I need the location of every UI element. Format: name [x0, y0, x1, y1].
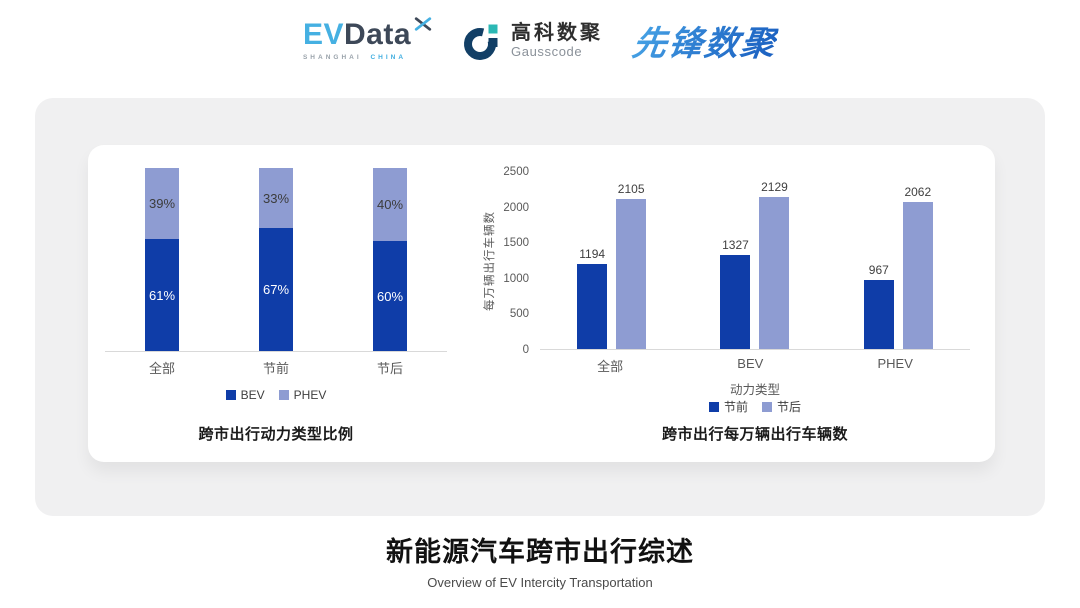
x-category-label: BEV [737, 356, 764, 371]
gausscode-cn-name: 高科数聚 [511, 21, 604, 44]
left-x-axis-labels: 全部 节前 节后 [105, 358, 447, 377]
x-category-label: 节前 [262, 361, 289, 376]
evdata-china-text: CHINA [370, 54, 407, 61]
bar-value-label: 2062 [904, 185, 932, 200]
bar-segment-bev: 67% [259, 228, 293, 351]
bar-value-label: 1327 [722, 237, 749, 252]
content-card: 39% 61% 33% 67% 40% 60% 全部 节前 节后 BEV PHEV 跨市出行动力… [35, 98, 1045, 516]
y-tick-label: 2000 [503, 201, 529, 214]
stacked-bar: 39% 61% [145, 168, 179, 351]
evdata-wordmark: EV Data [302, 17, 433, 51]
bar-节后: 2062 [902, 185, 933, 349]
page-title: 新能源汽车跨市出行综述 [386, 537, 694, 567]
y-tick-label: 2500 [503, 166, 529, 178]
legend-item-节前: 节前 [708, 398, 748, 415]
header-logos: EV Data SHANGHAI CHINA 高科数聚 Gausscode [0, 16, 1080, 65]
y-tick-label: 0 [522, 344, 529, 356]
bar-节后: 2129 [759, 180, 790, 349]
stacked-bar-plot: 39% 61% 33% 67% 40% 60% [105, 168, 447, 352]
legend-label: 节前 [723, 400, 748, 414]
bar-segment-phev: 33% [259, 168, 293, 229]
footer: 新能源汽车跨市出行综述 Overview of EV Intercity Tra… [0, 530, 1080, 590]
evdata-shanghai-text: SHANGHAI [302, 54, 362, 61]
stacked-bar: 33% 67% [259, 168, 293, 351]
right-x-axis-label: 动力类型 [729, 383, 780, 397]
legend-item-bev: BEV [225, 388, 265, 402]
bar-group-phev: 967 2062 [863, 185, 933, 349]
bar-value-label: 2129 [761, 180, 788, 195]
bar-value-label: 61% [148, 287, 176, 303]
bar-value-label: 60% [376, 288, 404, 304]
legend-label: BEV [240, 388, 265, 402]
bar-节前: 1194 [577, 247, 608, 349]
evdata-logo: EV Data SHANGHAI CHINA [302, 17, 433, 61]
y-tick-label: 1000 [503, 272, 529, 285]
grouped-bar-plot: 1194 2105 1327 2129 967 2062 [540, 172, 970, 350]
xianfeng-wordmark: 先锋数聚 [630, 16, 781, 65]
bar-group-全部: 1194 2105 [577, 182, 647, 349]
bar-segment-bev: 60% [373, 241, 407, 351]
legend-label: PHEV [293, 388, 327, 402]
bar-segment-phev: 39% [145, 168, 179, 240]
legend-swatch [225, 390, 236, 400]
gausscode-logo: 高科数聚 Gausscode [463, 21, 603, 61]
gausscode-text: 高科数聚 Gausscode [511, 22, 603, 60]
bar-value-label: 2105 [617, 182, 645, 197]
legend-swatch [708, 401, 719, 412]
evdata-data-text: Data [344, 18, 412, 51]
right-legend: 节前 节后 [540, 398, 970, 415]
bar-value-label: 67% [262, 282, 290, 298]
stacked-bar: 40% 60% [373, 168, 407, 351]
bar-value-label: 40% [376, 197, 404, 213]
legend-item-节后: 节后 [762, 398, 801, 415]
x-category-label: PHEV [877, 356, 913, 371]
bar-节前: 1327 [720, 238, 751, 349]
page-subtitle: Overview of EV Intercity Transportation [427, 575, 653, 590]
legend-swatch [278, 390, 289, 400]
bar-节后: 2105 [616, 182, 647, 349]
bar-group-bev: 1327 2129 [720, 180, 790, 349]
bar-value-label: 967 [868, 263, 889, 278]
bar-value-label: 1194 [579, 247, 606, 261]
legend-item-phev: PHEV [278, 388, 327, 402]
x-category-label: 全部 [148, 361, 175, 376]
stacked-bar-chart: 39% 61% 33% 67% 40% 60% 全部 节前 节后 BEV PHEV 跨市出行动力… [88, 145, 464, 462]
legend-swatch [762, 401, 772, 412]
y-tick-label: 500 [509, 308, 529, 321]
grouped-bar-chart: 每万辆出行车辆数 0 500 1000 1500 2000 2500 1194 2105 13… [463, 145, 995, 462]
right-chart-title: 跨市出行每万辆出行车辆数 [661, 426, 848, 443]
x-category-label: 节后 [376, 361, 403, 376]
xianfeng-logo: 先锋数聚 [630, 16, 779, 65]
evdata-subtitle: SHANGHAI CHINA [303, 54, 406, 61]
right-x-axis-labels: 全部 BEV PHEV [540, 356, 970, 375]
gausscode-en-name: Gausscode [511, 43, 583, 59]
left-chart-title: 跨市出行动力类型比例 [198, 426, 354, 443]
bar-segment-phev: 40% [373, 168, 407, 242]
charts-card: 39% 61% 33% 67% 40% 60% 全部 节前 节后 BEV PHEV 跨市出行动力… [88, 145, 995, 462]
bar-value-label: 33% [262, 190, 290, 206]
legend-label: 节后 [777, 400, 802, 414]
evdata-x-icon [414, 17, 432, 31]
bar-value-label: 39% [148, 196, 176, 212]
gausscode-g-icon [464, 24, 498, 60]
y-tick-label: 1500 [503, 237, 529, 250]
left-legend: BEV PHEV [105, 388, 447, 402]
bar-节前: 967 [863, 263, 894, 349]
x-category-label: 全部 [597, 359, 624, 374]
bar-segment-bev: 61% [145, 239, 179, 351]
right-y-axis-ticks: 0 500 1000 1500 2000 2500 [463, 166, 529, 356]
evdata-ev-text: EV [302, 18, 344, 51]
